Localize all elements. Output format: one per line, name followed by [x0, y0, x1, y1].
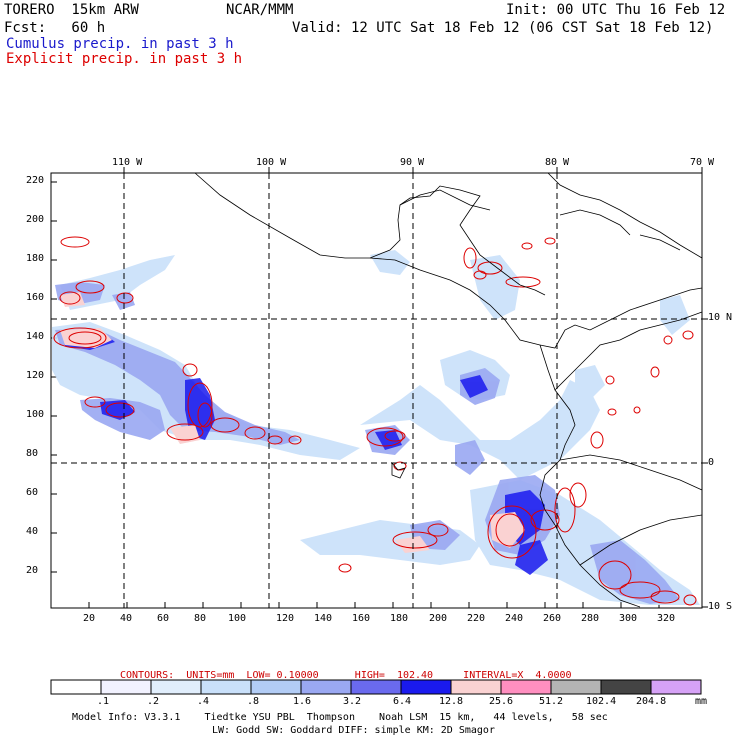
legend-label: 51.2	[539, 696, 564, 707]
explicit-contours	[53, 236, 697, 606]
x-tick: 320	[657, 613, 676, 624]
latlon-grid	[51, 173, 702, 608]
y-tick: 20	[26, 565, 39, 576]
legend-label: 1.6	[293, 696, 312, 707]
legend-label: 6.4	[393, 696, 412, 707]
x-tick: 200	[429, 613, 448, 624]
y-tick: 140	[26, 331, 45, 342]
x-tick: 260	[543, 613, 562, 624]
legend-colorbar	[50, 679, 702, 695]
y-tick: 200	[26, 214, 45, 225]
x-tick: 220	[467, 613, 486, 624]
legend-label: 12.8	[439, 696, 464, 707]
y-tick: 60	[26, 487, 39, 498]
forecast-hour: Fcst: 60 h	[4, 20, 106, 36]
legend-label: 3.2	[343, 696, 362, 707]
cumulus-legend: Cumulus precip. in past 3 h	[6, 36, 234, 52]
physics-info: LW: Godd SW: Goddard DIFF: simple KM: 2D…	[212, 725, 495, 736]
legend-label: .2	[147, 696, 160, 707]
legend-label: 204.8	[636, 696, 667, 707]
init-time: Init: 00 UTC Thu 16 Feb 12	[506, 2, 726, 18]
x-tick: 80	[194, 613, 207, 624]
lon-label-70w: 70 W	[690, 157, 715, 168]
x-tick: 140	[314, 613, 333, 624]
organization: NCAR/MMM	[226, 2, 294, 18]
x-tick: 120	[276, 613, 295, 624]
valid-time: Valid: 12 UTC Sat 18 Feb 12 (06 CST Sat …	[292, 20, 714, 36]
y-tick: 40	[26, 526, 39, 537]
legend-units: mm	[695, 696, 708, 707]
legend-label: .1	[97, 696, 110, 707]
explicit-legend: Explicit precip. in past 3 h	[6, 51, 243, 67]
legend-label: 25.6	[489, 696, 514, 707]
x-tick: 20	[83, 613, 96, 624]
contour-info: CONTOURS: UNITS=mm LOW= 0.10000 HIGH= 10…	[120, 670, 572, 681]
x-tick: 180	[390, 613, 409, 624]
lon-label-80w: 80 W	[545, 157, 570, 168]
model-info: Model Info: V3.3.1 Tiedtke YSU PBL Thomp…	[72, 712, 608, 723]
x-tick: 160	[352, 613, 371, 624]
lat-label-0: 0	[708, 457, 715, 468]
y-tick: 220	[26, 175, 45, 186]
x-tick: 100	[228, 613, 247, 624]
y-tick: 80	[26, 448, 39, 459]
legend-label: .4	[197, 696, 210, 707]
y-tick: 100	[26, 409, 45, 420]
legend-label: .8	[247, 696, 260, 707]
lon-label-110w: 110 W	[112, 157, 143, 168]
y-tick: 180	[26, 253, 45, 264]
lat-label-10s: 10 S	[708, 601, 733, 612]
lon-label-100w: 100 W	[256, 157, 287, 168]
lat-label-10n: 10 N	[708, 312, 733, 323]
legend-label: 102.4	[586, 696, 617, 707]
x-tick: 280	[581, 613, 600, 624]
run-title: TORERO 15km ARW	[4, 2, 139, 18]
y-tick: 120	[26, 370, 45, 381]
y-tick: 160	[26, 292, 45, 303]
x-tick: 60	[157, 613, 170, 624]
x-tick: 300	[619, 613, 638, 624]
coastlines	[194, 172, 703, 608]
x-tick: 240	[505, 613, 524, 624]
lon-label-90w: 90 W	[400, 157, 425, 168]
x-tick: 40	[120, 613, 133, 624]
